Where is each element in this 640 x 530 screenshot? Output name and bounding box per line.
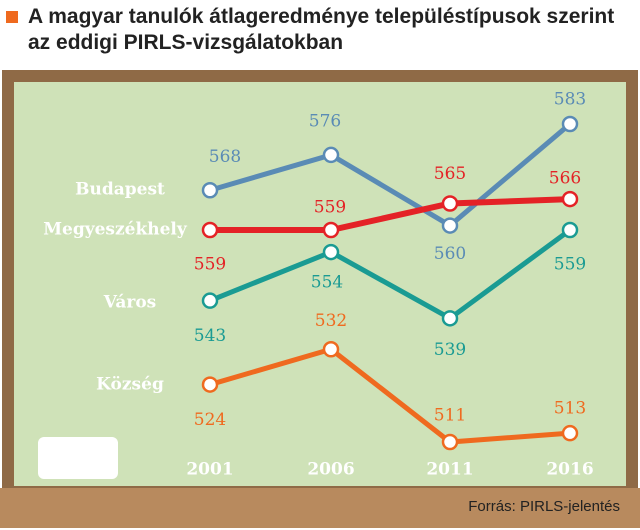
data-label: 559	[554, 255, 586, 275]
data-label: 566	[549, 169, 581, 189]
data-label: 554	[311, 273, 343, 293]
point	[441, 310, 459, 327]
x-tick-label: 2006	[307, 460, 354, 480]
line	[209, 122, 572, 229]
point	[441, 217, 459, 234]
chart-title: A magyar tanulók átlageredménye települé…	[28, 5, 615, 54]
point	[441, 195, 459, 212]
line	[209, 346, 571, 445]
data-label: 565	[434, 164, 466, 184]
point	[561, 424, 579, 442]
data-label: 511	[434, 406, 466, 426]
legend-label: Megyeszékhely	[43, 220, 188, 240]
data-label: 532	[315, 311, 347, 331]
data-label: 583	[554, 90, 586, 110]
data-label: 560	[434, 244, 466, 264]
point	[561, 115, 579, 133]
legend-label: Város	[103, 293, 157, 313]
point	[201, 376, 219, 393]
point	[322, 221, 340, 239]
eraser	[38, 437, 118, 479]
title-marker	[6, 11, 18, 23]
data-label: 559	[194, 255, 226, 275]
source: Forrás: PIRLS-jelentés	[468, 498, 620, 515]
data-label: 513	[554, 399, 586, 419]
data-label: 543	[194, 326, 226, 346]
x-tick-label: 2011	[426, 460, 473, 480]
board	[14, 82, 626, 486]
line	[209, 227, 572, 322]
line	[210, 196, 571, 233]
point	[322, 146, 340, 164]
point	[322, 341, 340, 358]
point	[322, 243, 340, 261]
tray	[0, 488, 640, 528]
data-label: 559	[314, 198, 346, 218]
point	[201, 221, 219, 239]
legend-label: Budapest	[75, 180, 165, 200]
data-label: 568	[209, 147, 241, 167]
x-tick-label: 2016	[546, 460, 593, 480]
point	[561, 221, 579, 239]
data-label: 539	[434, 340, 466, 360]
point	[201, 182, 219, 199]
point	[441, 433, 459, 451]
point	[201, 292, 219, 309]
data-label: 576	[309, 111, 341, 131]
data-label: 524	[194, 410, 226, 430]
x-tick-label: 2001	[186, 460, 233, 480]
point	[561, 190, 579, 208]
legend-label: Község	[96, 375, 164, 395]
